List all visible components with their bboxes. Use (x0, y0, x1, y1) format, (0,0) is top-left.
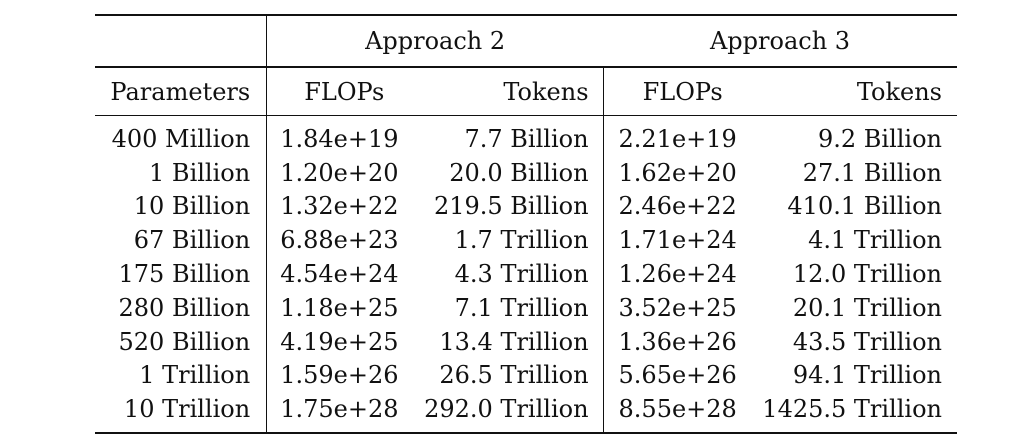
cell-tokens-approach-2: 4.3 Trillion (408, 257, 604, 291)
cell-flops-approach-2: 4.54e+24 (280, 260, 399, 289)
cell-flops-approach-3: 1.71e+24 (618, 226, 737, 255)
cell-flops-approach-3: 1.36e+26 (618, 327, 737, 356)
header-spacer-row (95, 115, 957, 122)
column-header-parameters: Parameters (95, 66, 268, 116)
column-header-tokens-approach-2: Tokens (408, 66, 604, 116)
table-row: 10 Billion 1.32e+22 219.5 Billion 2.46e+22 4… (95, 189, 957, 224)
cell-flops-approach-2: 1.20e+20 (280, 158, 399, 187)
cell-tokens-approach-3: 94.1 Trillion (792, 361, 942, 390)
cell-parameters: 280 Billion (95, 290, 268, 325)
table-body: 400 Million 1.84e+19 7.7 Billion 2.21e+19 9.… (95, 122, 957, 427)
cell-tokens-approach-2: 1.7 Trillion (408, 223, 604, 258)
cell-flops-approach-2: 1.32e+22 (280, 192, 399, 221)
cell-tokens-approach-2: 292.0 Trillion (408, 392, 604, 427)
cell-flops-approach-3: 1.62e+20 (618, 158, 737, 187)
cell-parameters: 1 Trillion (95, 358, 268, 393)
table-row: 520 Billion 4.19e+25 13.4 Trillion 1.36e+26… (95, 324, 957, 359)
cell-parameters: 1 Billion (95, 155, 268, 190)
cell-parameters: 67 Billion (95, 223, 268, 258)
cell-tokens-approach-2: 219.5 Billion (408, 189, 604, 224)
cell-tokens-approach-2: 26.5 Trillion (408, 358, 604, 393)
cell-flops-approach-3: 5.65e+26 (618, 361, 737, 390)
cell-parameters: 10 Trillion (95, 392, 268, 427)
footer-spacer-row (95, 426, 957, 435)
cell-flops-approach-2: 1.59e+26 (280, 361, 399, 390)
cell-tokens-approach-3: 9.2 Billion (817, 124, 942, 153)
group-header-approach-2: Approach 2 (266, 14, 604, 67)
cell-tokens-approach-3: 20.1 Trillion (792, 293, 942, 322)
group-header-row: Approach 2 Approach 3 (95, 14, 957, 67)
cell-flops-approach-3: 8.55e+28 (618, 395, 737, 424)
group-header-approach-3: Approach 3 (603, 14, 957, 67)
cell-tokens-approach-3: 1425.5 Trillion (762, 395, 942, 424)
empty-corner-cell (95, 14, 268, 67)
cell-flops-approach-3: 3.52e+25 (618, 293, 737, 322)
cell-flops-approach-2: 1.18e+25 (280, 293, 399, 322)
cell-tokens-approach-2: 20.0 Billion (408, 155, 604, 190)
column-header-flops-approach-2: FLOPs (266, 66, 409, 116)
table-row: 400 Million 1.84e+19 7.7 Billion 2.21e+19 9.… (95, 122, 957, 156)
table-row: 175 Billion 4.54e+24 4.3 Trillion 1.26e+24 1… (95, 257, 957, 291)
cell-tokens-approach-3: 27.1 Billion (802, 158, 942, 187)
cell-flops-approach-2: 1.75e+28 (280, 395, 399, 424)
cell-tokens-approach-3: 12.0 Trillion (792, 260, 942, 289)
cell-tokens-approach-2: 7.7 Billion (408, 122, 604, 156)
cell-parameters: 175 Billion (95, 257, 268, 291)
cell-parameters: 400 Million (95, 122, 268, 156)
column-header-flops-approach-3: FLOPs (603, 66, 747, 116)
table-row: 280 Billion 1.18e+25 7.1 Trillion 3.52e+25 2… (95, 290, 957, 325)
table-row: 67 Billion 6.88e+23 1.7 Trillion 1.71e+24 4.… (95, 223, 957, 258)
cell-tokens-approach-2: 7.1 Trillion (408, 290, 604, 325)
cell-tokens-approach-3: 4.1 Trillion (808, 226, 942, 255)
cell-parameters: 10 Billion (95, 189, 268, 224)
cell-flops-approach-2: 1.84e+19 (280, 124, 399, 153)
cell-flops-approach-3: 2.46e+22 (618, 192, 737, 221)
cell-flops-approach-3: 2.21e+19 (618, 124, 737, 153)
cell-tokens-approach-3: 410.1 Billion (787, 192, 942, 221)
table-row: 10 Trillion 1.75e+28 292.0 Trillion 8.55e+2… (95, 392, 957, 427)
cell-flops-approach-2: 4.19e+25 (280, 327, 399, 356)
table-row: 1 Trillion 1.59e+26 26.5 Trillion 5.65e+26 9… (95, 358, 957, 393)
cell-tokens-approach-3: 43.5 Trillion (792, 327, 942, 356)
column-header-row: Parameters FLOPs Tokens FLOPs Tokens (95, 66, 957, 116)
cell-flops-approach-3: 1.26e+24 (618, 260, 737, 289)
table-row: 1 Billion 1.20e+20 20.0 Billion 1.62e+20 27.… (95, 155, 957, 190)
cell-tokens-approach-2: 13.4 Trillion (408, 324, 604, 359)
cell-flops-approach-2: 6.88e+23 (280, 226, 399, 255)
results-table-container: Approach 2 Approach 3 Parameters FLOPs T… (95, 14, 957, 435)
cell-parameters: 520 Billion (95, 324, 268, 359)
column-header-tokens-approach-3: Tokens (746, 66, 957, 116)
results-table: Approach 2 Approach 3 Parameters FLOPs T… (95, 14, 957, 435)
